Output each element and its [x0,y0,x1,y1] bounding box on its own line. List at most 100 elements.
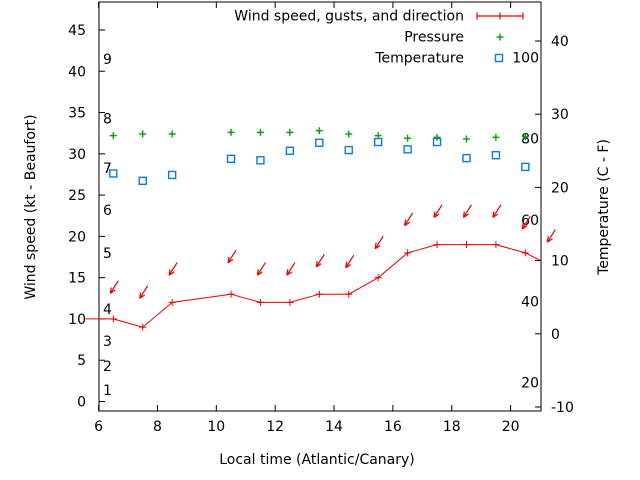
wind-direction-arrowhead [546,236,549,243]
y-tick-label: 0 [77,395,86,411]
x-axis-title: Local time (Atlantic/Canary) [219,452,415,468]
wind-direction-arrowhead [256,269,259,276]
wind-direction-arrow [433,204,443,218]
wind-direction-arrowhead [433,211,436,218]
wind-direction-arrowhead [315,260,318,268]
fahrenheit-scale-label: 80 [521,132,539,148]
temperature-point [315,138,324,147]
wind-direction-arrow [286,262,296,276]
beaufort-scale-label: 9 [103,52,112,68]
y-tick-label: 5 [77,353,86,369]
y-tick-label: 40 [68,64,86,80]
wind-direction-arrowhead [521,222,524,230]
temperature-point [256,156,265,165]
wind-direction-arrowhead [492,213,499,218]
x-tick-label: 14 [325,419,343,435]
wind-direction-arrow [315,254,325,268]
wind-direction-arrowhead [168,271,175,276]
wind-direction-arrowhead [227,258,234,264]
wind-direction-arrowhead [345,263,352,269]
x-tick-label: 18 [443,419,461,435]
wind-direction-arrow [492,204,502,218]
y2-tick-label: 30 [551,107,569,123]
wind-direction-arrowhead [547,238,553,243]
fahrenheit-scale-label: 40 [521,294,539,310]
y2-tick-label: 0 [551,327,560,343]
wind-direction-arrowhead [227,256,230,263]
wind-direction-arrowhead [522,225,528,230]
y-axis-title: Wind speed (kt - Beaufort) [23,114,39,299]
temperature-point [285,146,295,156]
wind-direction-arrowhead [168,269,171,276]
wind-direction-arrowhead [374,242,377,249]
wind-direction-arrowhead [374,244,381,250]
wind-direction-arrowhead [433,213,440,218]
fahrenheit-scale-label: 100 [512,50,539,66]
temperature-point [491,150,501,160]
y2-axis-title: Temperature (C - F) [596,139,612,276]
temperature-point [462,153,471,163]
x-tick-label: 12 [266,419,284,435]
legend-sample-temperature [494,53,504,63]
wind-direction-arrowhead [139,292,142,299]
y2-tick-label: 10 [551,254,569,270]
plot-border [98,1,542,412]
beaufort-scale-label: 4 [103,302,112,318]
legend-label-pressure: Pressure [404,30,464,46]
wind-direction-arrow [546,229,556,243]
fahrenheit-scale-label: 20 [521,376,539,392]
temperature-point [167,170,177,180]
beaufort-scale-label: 3 [103,334,112,350]
temperature-point [373,137,383,147]
x-tick-label: 6 [94,419,103,435]
wind-direction-arrowhead [462,211,465,218]
wind-direction-arrowhead [315,263,322,268]
beaufort-scale-label: 7 [103,161,112,177]
wind-direction-arrow [345,254,355,269]
wind-direction-arrowhead [404,219,407,226]
beaufort-scale-label: 5 [103,246,112,262]
wind-direction-arrow [139,285,149,299]
temperature-point [344,145,353,155]
wind-direction-arrowhead [139,294,146,299]
legend-label-temperature: Temperature [374,51,464,67]
y-tick-label: 20 [68,229,86,245]
temperature-point [226,154,236,164]
beaufort-scale-label: 6 [103,203,112,219]
wind-direction-arrow [404,212,414,226]
y-tick-label: 35 [68,106,86,122]
wind-direction-arrowhead [404,221,410,227]
legend-label-wind: Wind speed, gusts, and direction [234,9,464,25]
fahrenheit-scale-label: 60 [521,213,539,229]
y-tick-label: 25 [68,188,86,204]
wind-direction-arrowhead [492,211,495,218]
wind-direction-arrow [521,216,531,230]
y-tick-label: 30 [68,147,86,163]
wind-direction-arrowhead [109,287,112,294]
x-tick-label: 8 [153,419,162,435]
wind-direction-arrow [462,204,472,218]
x-tick-label: 20 [502,419,520,435]
temperature-point [521,162,530,172]
beaufort-scale-label: 8 [103,111,112,127]
beaufort-scale-label: 2 [103,359,112,375]
y2-tick-label: -10 [551,400,574,416]
y2-tick-label: 20 [551,180,569,196]
wind-direction-arrowhead [257,271,263,276]
wind-direction-arrow [256,262,266,276]
wind-direction-arrowhead [463,213,469,218]
wind-direction-arrow [374,235,384,250]
temperature-point [109,169,118,178]
x-tick-label: 16 [384,419,402,435]
temperature-point [138,176,147,186]
y2-tick-label: 40 [551,34,569,50]
wind-direction-arrowhead [345,261,348,268]
temperature-point [432,137,442,147]
wind-direction-arrow [168,262,178,276]
wind-direction-arrow [109,280,119,294]
wind-direction-arrow [227,249,237,264]
y-tick-label: 15 [68,271,86,287]
wind-direction-arrowhead [286,271,293,276]
